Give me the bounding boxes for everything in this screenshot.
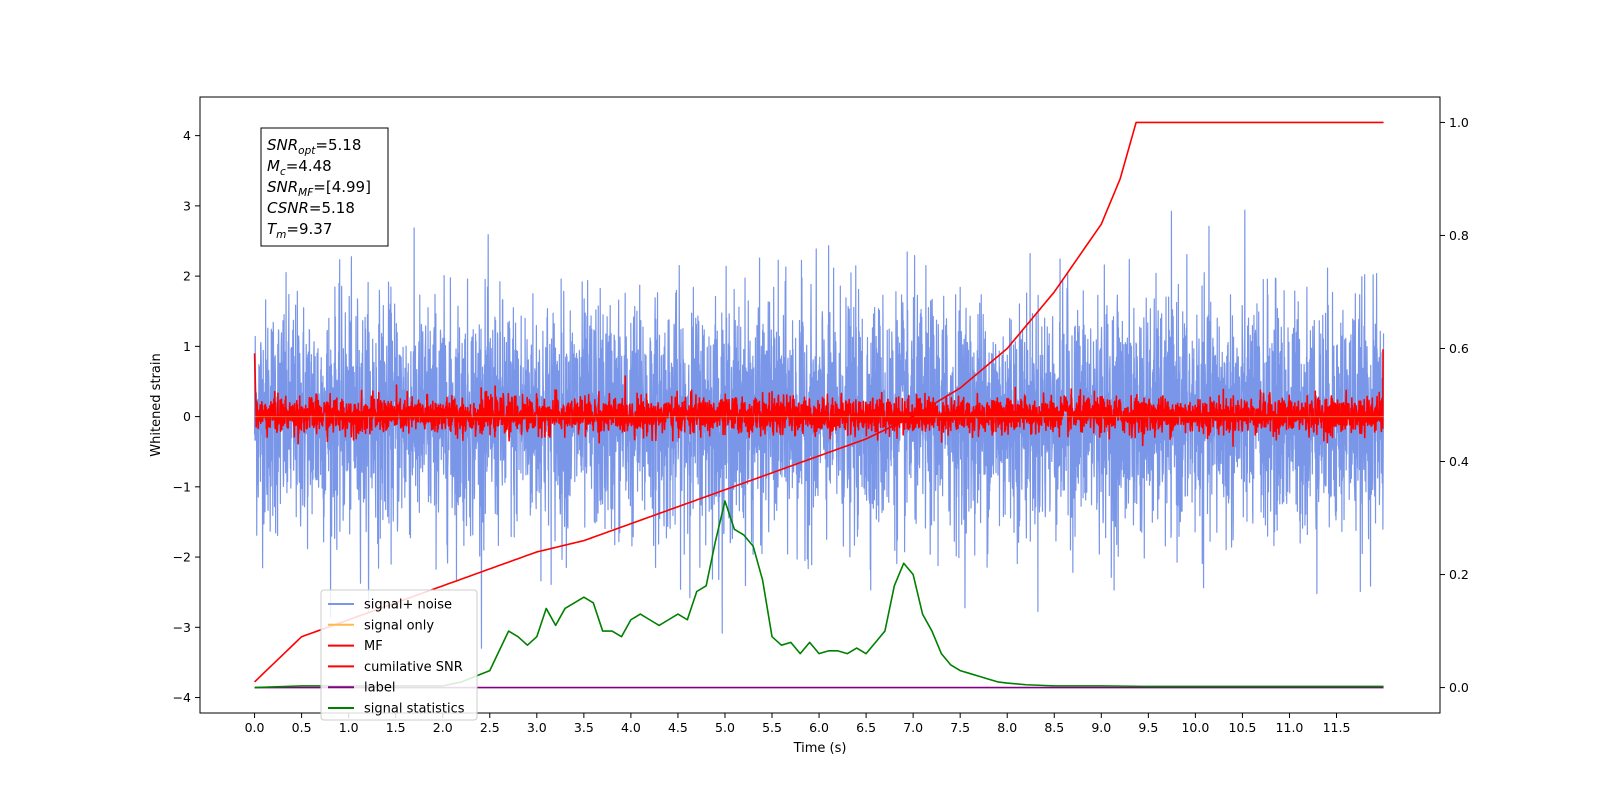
info-line: Mc=4.48	[267, 157, 332, 178]
info-line: Tm=9.37	[267, 220, 332, 241]
x-axis-title: Time (s)	[793, 741, 847, 756]
y2-tick-label: 0.8	[1449, 228, 1469, 243]
legend-label: MF	[364, 639, 383, 654]
legend-label: label	[364, 681, 395, 696]
info-box-frame	[260, 127, 389, 247]
x-tick-label: 8.5	[1044, 720, 1064, 735]
legend-label: signal only	[364, 618, 434, 633]
info-line: CSNR=5.18	[267, 199, 355, 217]
x-tick-label: 2.5	[480, 720, 500, 735]
y2-tick-label: 1.0	[1449, 115, 1469, 130]
y-tick-label: 1	[183, 339, 191, 354]
series-mf	[253, 349, 1385, 447]
y-axis-left: −4 −3 −2 −1 0 1 2 3 4	[173, 128, 200, 705]
y-tick-label: −3	[173, 620, 191, 635]
x-axis: 0.0 0.5 1.0 1.5 2.0 2.5 3.0 3.5 4.0 4.5 5.0 5.5 6.0 6…	[245, 713, 1351, 735]
y-tick-label: 2	[183, 269, 191, 284]
x-tick-label: 0.0	[245, 720, 265, 735]
y2-tick-label: 0.2	[1449, 567, 1469, 582]
y-axis-title: Whitened strain	[149, 353, 164, 456]
y-tick-label: 4	[183, 128, 191, 143]
x-tick-label: 7.0	[903, 720, 923, 735]
y2-tick-label: 0.4	[1449, 454, 1469, 469]
y2-tick-label: 0.6	[1449, 341, 1469, 356]
x-tick-label: 3.0	[527, 720, 547, 735]
y-tick-label: −4	[173, 690, 191, 705]
x-tick-label: 7.5	[950, 720, 970, 735]
x-tick-label: 9.5	[1138, 720, 1158, 735]
x-tick-label: 11.0	[1276, 720, 1304, 735]
info-line: SNRopt=5.18	[267, 136, 361, 157]
x-tick-label: 11.5	[1323, 720, 1351, 735]
legend-label: signal+ noise	[364, 598, 452, 613]
x-tick-label: 8.0	[997, 720, 1017, 735]
y-axis-right: 0.0 0.2 0.4 0.6 0.8 1.0	[1440, 115, 1469, 695]
x-tick-label: 4.0	[621, 720, 641, 735]
x-tick-label: 1.5	[386, 720, 406, 735]
y-tick-label: −2	[173, 550, 191, 565]
x-tick-label: 4.5	[668, 720, 688, 735]
series-signal-statistics	[254, 500, 1384, 689]
x-tick-label: 0.5	[292, 720, 312, 735]
y-tick-label: −1	[173, 479, 191, 494]
legend: signal+ noise signal only MF cumilative SNR…	[320, 589, 478, 721]
y-tick-label: 3	[183, 198, 191, 213]
plot-frame	[199, 96, 1441, 714]
x-tick-label: 2.0	[433, 720, 453, 735]
y2-tick-label: 0.0	[1449, 680, 1469, 695]
x-tick-label: 6.0	[809, 720, 829, 735]
x-tick-label: 9.0	[1091, 720, 1111, 735]
x-tick-label: 10.0	[1181, 720, 1209, 735]
info-line: SNRMF=[4.99]	[267, 178, 371, 199]
legend-frame	[320, 589, 478, 721]
legend-label: cumilative SNR	[364, 660, 463, 675]
legend-items: signal+ noise signal only MF cumilative SNR…	[328, 598, 465, 717]
x-tick-label: 5.0	[715, 720, 735, 735]
y-tick-label: 0	[183, 409, 191, 424]
x-tick-label: 3.5	[574, 720, 594, 735]
x-tick-label: 5.5	[762, 720, 782, 735]
x-tick-label: 10.5	[1229, 720, 1257, 735]
x-tick-label: 1.0	[339, 720, 359, 735]
x-tick-label: 6.5	[856, 720, 876, 735]
legend-label: signal statistics	[364, 702, 465, 717]
